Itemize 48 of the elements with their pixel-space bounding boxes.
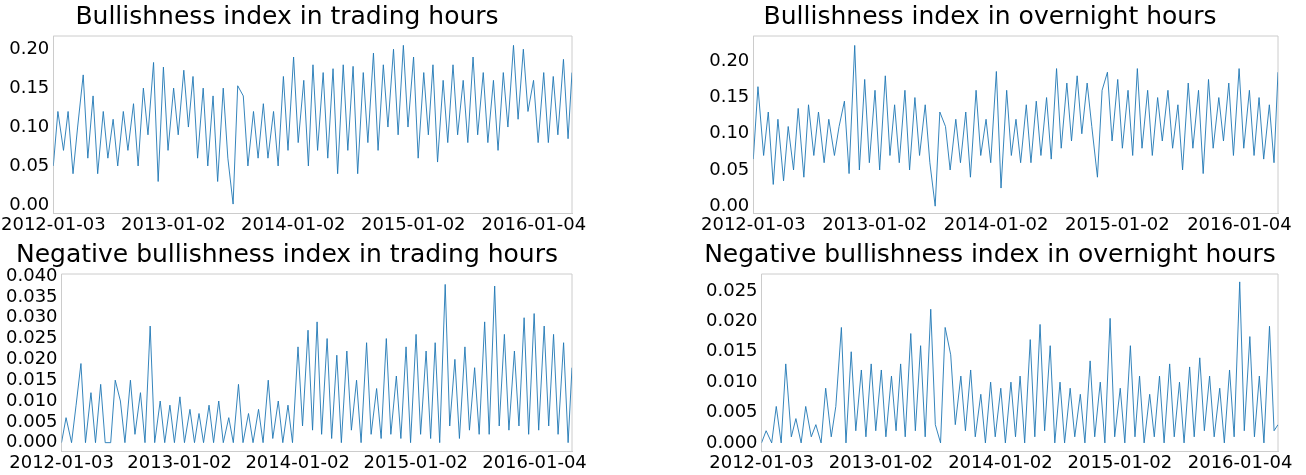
y-tick-label: 0.05	[709, 157, 750, 179]
y-tick-label: 0.010	[706, 369, 758, 391]
x-tick-label: 2015-01-02	[360, 212, 466, 234]
x-tick-label: 2012-01-03	[9, 450, 114, 472]
y-tick-label: 0.000	[706, 430, 758, 452]
x-tick-label: 2016-01-04	[481, 212, 587, 234]
y-tick-label: 0.025	[6, 326, 58, 348]
x-tick-label: 2012-01-03	[701, 212, 806, 234]
x-tick-label: 2016-01-04	[482, 450, 587, 472]
y-tick-label: 0.020	[706, 309, 758, 331]
y-tick-label: 0.20	[9, 36, 50, 58]
y-tick-label: 0.000	[6, 430, 58, 452]
x-tick-label: 2012-01-03	[709, 450, 814, 472]
y-tick-label: 0.030	[6, 305, 58, 327]
y-tick-label: 0.10	[709, 121, 750, 143]
y-tick-label: 0.00	[9, 192, 50, 214]
chart-title: Bullishness index in trading hours	[75, 0, 499, 30]
x-tick-label: 2012-01-03	[1, 212, 106, 234]
y-tick-label: 0.015	[706, 339, 758, 361]
x-tick-label: 2015-01-02	[363, 450, 469, 472]
chart-title: Negative bullishness index in trading hours	[15, 238, 559, 268]
y-tick-label: 0.020	[6, 347, 58, 369]
y-tick-label: 0.15	[709, 85, 750, 107]
x-tick-label: 2013-01-02	[828, 450, 934, 472]
y-tick-label: 0.20	[709, 49, 750, 71]
x-tick-label: 2015-01-02	[1065, 212, 1170, 234]
chart-title: Bullishness index in overnight hours	[763, 0, 1217, 30]
y-tick-label: 0.025	[706, 278, 758, 300]
x-tick-label: 2014-01-02	[943, 212, 1049, 234]
y-tick-label: 0.10	[9, 114, 50, 136]
x-tick-label: 2014-01-02	[245, 450, 350, 472]
y-tick-label: 0.00	[709, 193, 750, 215]
chart-title: Negative bullishness index in overnight hours	[704, 238, 1276, 268]
y-tick-label: 0.015	[6, 367, 58, 389]
y-tick-label: 0.05	[9, 153, 50, 175]
x-tick-label: 2013-01-02	[120, 212, 226, 234]
x-tick-label: 2013-01-02	[822, 212, 927, 234]
x-tick-label: 2014-01-02	[240, 212, 346, 234]
x-tick-label: 2013-01-02	[127, 450, 232, 472]
y-tick-label: 0.005	[706, 400, 758, 422]
y-tick-label: 0.005	[6, 409, 58, 431]
y-tick-label: 0.010	[6, 388, 58, 410]
x-tick-label: 2014-01-02	[948, 450, 1053, 472]
x-tick-label: 2016-01-04	[1187, 450, 1293, 472]
x-tick-label: 2015-01-02	[1067, 450, 1173, 472]
y-tick-label: 0.15	[9, 75, 50, 97]
x-tick-label: 2016-01-04	[1187, 212, 1292, 234]
y-tick-label: 0.035	[6, 284, 58, 306]
